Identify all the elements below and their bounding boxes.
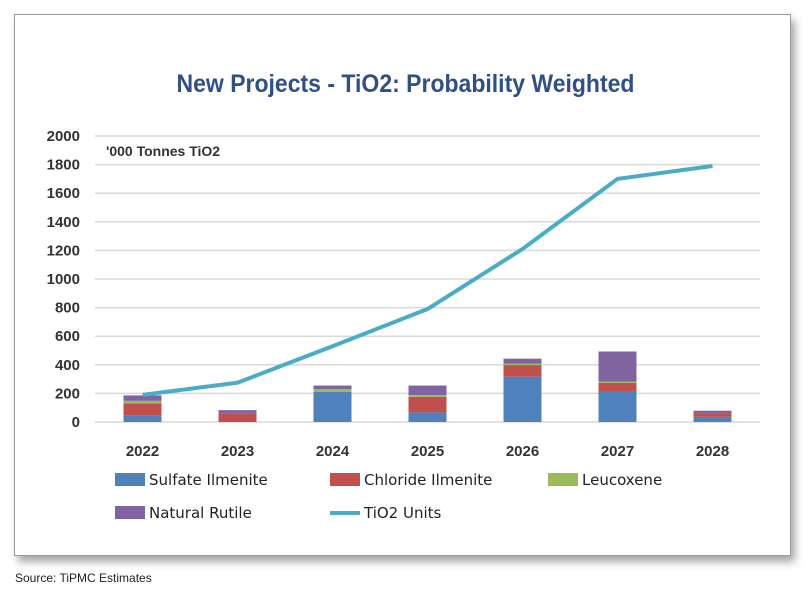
chart-frame [14, 14, 791, 556]
bar-leucoxene [598, 381, 637, 383]
bar-chloride-ilmenite [218, 413, 257, 422]
bar-sulfate-ilmenite [408, 412, 447, 422]
y-tick-label: 1400 [47, 214, 80, 231]
bar-leucoxene [503, 363, 542, 366]
bar-sulfate-ilmenite [313, 391, 352, 422]
bar-chloride-ilmenite [123, 403, 162, 416]
x-tick-label: 2022 [126, 443, 159, 460]
bar-chloride-ilmenite [408, 396, 447, 413]
bar-sulfate-ilmenite [693, 416, 732, 422]
x-tick-label: 2026 [506, 443, 539, 460]
y-tick-label: 1800 [47, 157, 80, 174]
legend-label: Sulfate Ilmenite [149, 471, 268, 489]
bar-natural-rutile [408, 385, 447, 396]
y-tick-label: 0 [72, 414, 80, 431]
x-tick-label: 2023 [221, 443, 254, 460]
bar-sulfate-ilmenite [123, 415, 162, 422]
y-tick-label: 1200 [47, 242, 80, 259]
bar-natural-rutile [123, 395, 162, 401]
legend-swatch [330, 473, 360, 486]
bar-chloride-ilmenite [693, 413, 732, 417]
x-tick-label: 2028 [696, 443, 729, 460]
bar-natural-rutile [503, 358, 542, 364]
bar-natural-rutile [598, 351, 637, 382]
x-tick-label: 2025 [411, 443, 444, 460]
y-tick-label: 400 [55, 357, 80, 374]
y-tick-label: 800 [55, 300, 80, 317]
y-tick-label: 2000 [47, 128, 80, 145]
bar-leucoxene [313, 389, 352, 392]
y-tick-label: 1000 [47, 271, 80, 288]
bar-natural-rutile [313, 385, 352, 390]
bar-leucoxene [408, 395, 447, 397]
chart-title: New Projects - TiO2: Probability Weighte… [176, 70, 635, 98]
bar-sulfate-ilmenite [503, 376, 542, 422]
legend-label: Leucoxene [582, 471, 662, 489]
bar-chloride-ilmenite [598, 382, 637, 391]
legend-label: Chloride Ilmenite [364, 471, 492, 489]
unit-label: '000 Tonnes TiO2 [106, 143, 220, 159]
y-tick-label: 200 [55, 385, 80, 402]
legend-swatch [548, 473, 578, 486]
bar-natural-rutile [693, 410, 732, 414]
bar-sulfate-ilmenite [598, 390, 637, 422]
bar-leucoxene [123, 400, 162, 404]
legend-label: Natural Rutile [149, 504, 252, 522]
bar-natural-rutile [218, 410, 257, 414]
bar-chloride-ilmenite [503, 365, 542, 377]
legend-swatch [115, 506, 145, 519]
x-tick-label: 2024 [316, 443, 350, 460]
x-tick-label: 2027 [601, 443, 634, 460]
legend-swatch [115, 473, 145, 486]
legend-label: TiO2 Units [363, 504, 442, 522]
y-tick-label: 600 [55, 328, 80, 345]
source-note: Source: TiPMC Estimates [15, 571, 152, 585]
y-tick-label: 1600 [47, 185, 80, 202]
